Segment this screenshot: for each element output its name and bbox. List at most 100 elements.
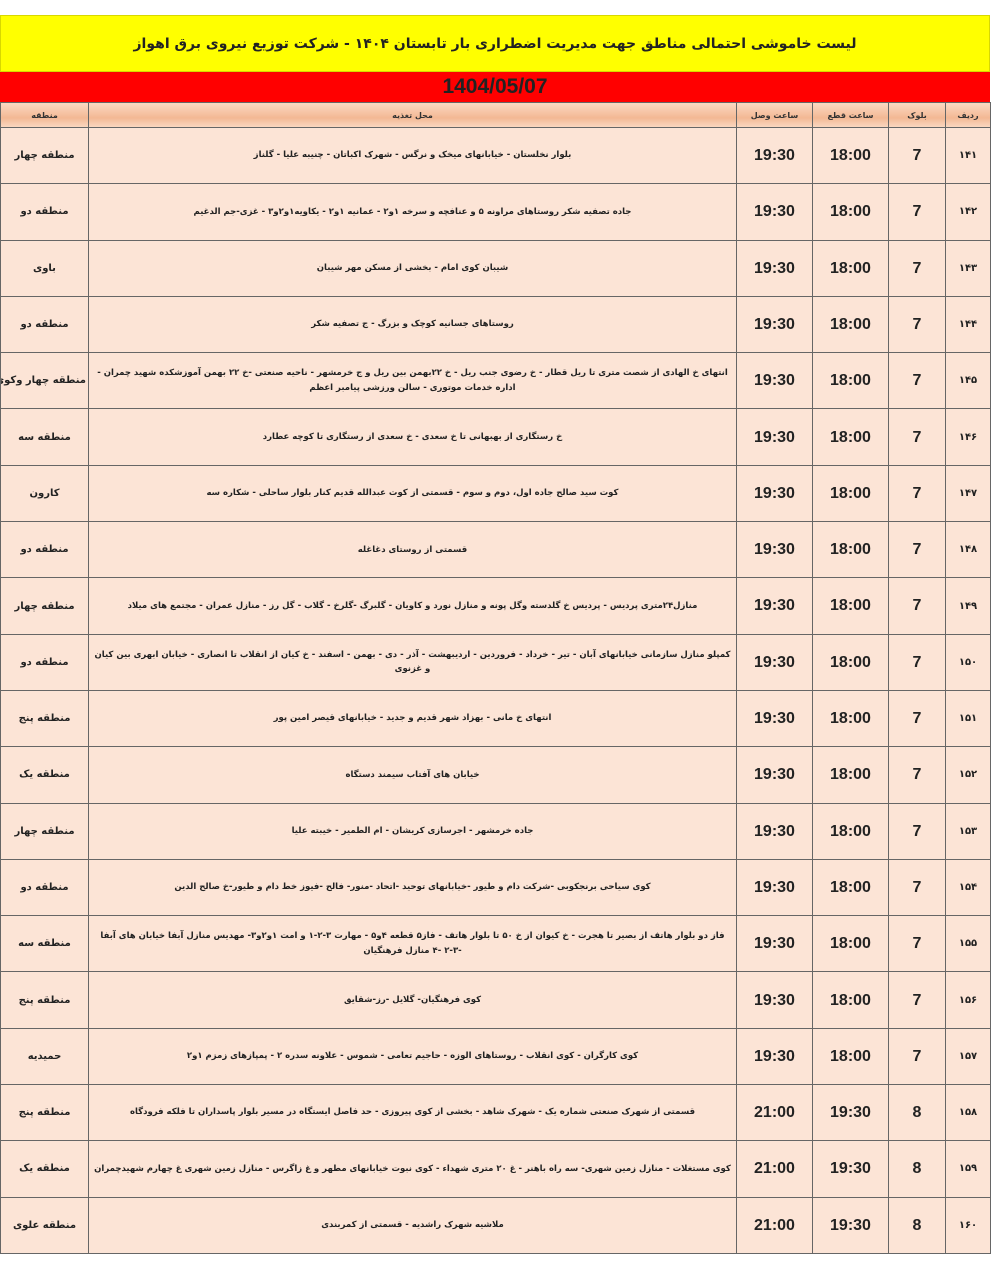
table-row: ۱۵۱ 7 18:00 19:30 انتهای خ مانی - بهزاد شهر … <box>0 689 991 748</box>
address-cell: کوی مستغلات - منازل زمین شهری- سه راه با… <box>88 1140 737 1198</box>
region-cell: باوی <box>0 239 89 297</box>
row-number-cell: ۱۵۳ <box>945 802 991 860</box>
table-row: ۱۵۸ 8 19:30 21:00 قسمتی از شهرک صنعتی شماره … <box>0 1084 991 1142</box>
block-cell: 7 <box>888 802 946 860</box>
address-cell: جاده تصفیه شکر روستاهای مراونه ۵ و عنافچ… <box>88 183 737 241</box>
region-cell: منطقه سه <box>0 408 89 466</box>
block-cell: 7 <box>888 858 946 917</box>
block-cell: 7 <box>888 295 946 354</box>
address-cell: شیبان کوی امام - بخشی از مسکن مهر شیبان <box>88 239 737 297</box>
block-cell: 7 <box>888 633 946 691</box>
connect-time-cell: 19:30 <box>736 521 813 579</box>
connect-time-cell: 21:00 <box>736 1140 813 1198</box>
connect-time-cell: 19:30 <box>736 633 813 691</box>
table-row: ۱۵۹ 8 19:30 21:00 کوی مستغلات - منازل زمین ش… <box>0 1140 991 1198</box>
connect-time-cell: 19:30 <box>736 239 813 297</box>
row-number-cell: ۱۵۵ <box>945 915 991 973</box>
table-row: ۱۵۵ 7 18:00 19:30 فاز دو بلوار هاتف از بصیر … <box>0 915 991 973</box>
cut-time-cell: 18:00 <box>812 633 889 691</box>
header-block: بلوک <box>888 102 946 128</box>
cut-time-cell: 18:00 <box>812 239 889 297</box>
block-cell: 7 <box>888 689 946 748</box>
cut-time-cell: 18:00 <box>812 802 889 860</box>
row-number-cell: ۱۴۸ <box>945 521 991 579</box>
connect-time-cell: 19:30 <box>736 858 813 917</box>
address-cell: قسمتی از شهرک صنعتی شماره یک - شهرک شاهد… <box>88 1084 737 1142</box>
connect-time-cell: 19:30 <box>736 464 813 523</box>
cut-time-cell: 18:00 <box>812 689 889 748</box>
row-number-cell: ۱۵۱ <box>945 689 991 748</box>
connect-time-cell: 19:30 <box>736 915 813 973</box>
connect-time-cell: 19:30 <box>736 295 813 354</box>
region-cell: منطقه چهار <box>0 577 89 635</box>
row-number-cell: ۱۵۸ <box>945 1084 991 1142</box>
address-cell: انتهای خ الهادی از شصت متری تا ریل قطار … <box>88 352 737 410</box>
cut-time-cell: 18:00 <box>812 915 889 973</box>
connect-time-cell: 19:30 <box>736 352 813 410</box>
row-number-cell: ۱۴۶ <box>945 408 991 466</box>
header-cut-time: ساعت قطع <box>812 102 889 128</box>
region-cell: منطقه پنج <box>0 971 89 1029</box>
date-banner: 1404/05/07 <box>0 72 990 102</box>
block-cell: 7 <box>888 126 946 185</box>
row-number-cell: ۱۴۴ <box>945 295 991 354</box>
row-number-cell: ۱۵۲ <box>945 746 991 804</box>
connect-time-cell: 19:30 <box>736 183 813 241</box>
address-cell: فاز دو بلوار هاتف از بصیر تا هجرت - خ کی… <box>88 915 737 973</box>
region-cell: منطقه یک <box>0 746 89 804</box>
address-cell: ملاشیه شهرک راشدیه - قسمتی از کمربندی <box>88 1196 737 1254</box>
table-row: ۱۵۳ 7 18:00 19:30 جاده خرمشهر - اجرسازی کریش… <box>0 802 991 860</box>
table-row: ۱۴۲ 7 18:00 19:30 جاده تصفیه شکر روستاهای مر… <box>0 183 991 241</box>
header-address: محل تغذیه <box>88 102 737 128</box>
address-cell: روستاهای جسانیه کوچک و بزرگ - ج تصفیه شک… <box>88 295 737 354</box>
block-cell: 7 <box>888 352 946 410</box>
region-cell: حمیدیه <box>0 1027 89 1086</box>
connect-time-cell: 19:30 <box>736 408 813 466</box>
region-cell: کارون <box>0 464 89 523</box>
block-cell: 8 <box>888 1196 946 1254</box>
cut-time-cell: 19:30 <box>812 1140 889 1198</box>
cut-time-cell: 18:00 <box>812 577 889 635</box>
table-row: ۱۴۶ 7 18:00 19:30 خ رستگاری از بهبهانی تا خ … <box>0 408 991 466</box>
table-row: ۱۵۲ 7 18:00 19:30 خیابان های آفتاب سیمند دست… <box>0 746 991 804</box>
cut-time-cell: 18:00 <box>812 126 889 185</box>
table-row: ۱۵۴ 7 18:00 19:30 کوی سیاحی برنجکوبی -شرکت د… <box>0 858 991 917</box>
row-number-cell: ۱۴۲ <box>945 183 991 241</box>
address-cell: کوت سید صالح جاده اول، دوم و سوم - قسمتی… <box>88 464 737 523</box>
table-row: ۱۴۷ 7 18:00 19:30 کوت سید صالح جاده اول، دوم… <box>0 464 991 523</box>
row-number-cell: ۱۶۰ <box>945 1196 991 1254</box>
connect-time-cell: 19:30 <box>736 577 813 635</box>
address-cell: انتهای خ مانی - بهزاد شهر قدیم و جدید - … <box>88 689 737 748</box>
region-cell: منطقه دو <box>0 183 89 241</box>
row-number-cell: ۱۵۴ <box>945 858 991 917</box>
block-cell: 7 <box>888 521 946 579</box>
address-cell: خیابان های آفتاب سیمند دستگاه <box>88 746 737 804</box>
table-row: ۱۴۵ 7 18:00 19:30 انتهای خ الهادی از شصت متر… <box>0 352 991 410</box>
cut-time-cell: 18:00 <box>812 183 889 241</box>
block-cell: 7 <box>888 1027 946 1086</box>
region-cell: منطقه یک <box>0 1140 89 1198</box>
block-cell: 7 <box>888 239 946 297</box>
connect-time-cell: 19:30 <box>736 689 813 748</box>
block-cell: 7 <box>888 183 946 241</box>
table-row: ۱۶۰ 8 19:30 21:00 ملاشیه شهرک راشدیه - قسمتی… <box>0 1196 991 1254</box>
block-cell: 7 <box>888 915 946 973</box>
connect-time-cell: 19:30 <box>736 971 813 1029</box>
address-cell: کوی فرهنگیان- گلایل -رز-شقایق <box>88 971 737 1029</box>
region-cell: منطقه دو <box>0 521 89 579</box>
block-cell: 7 <box>888 746 946 804</box>
row-number-cell: ۱۴۹ <box>945 577 991 635</box>
block-cell: 7 <box>888 577 946 635</box>
region-cell: منطقه دو <box>0 633 89 691</box>
cut-time-cell: 18:00 <box>812 464 889 523</box>
connect-time-cell: 19:30 <box>736 746 813 804</box>
address-cell: خ رستگاری از بهبهانی تا خ سعدی - خ سعدی … <box>88 408 737 466</box>
block-cell: 8 <box>888 1084 946 1142</box>
table-row: ۱۴۳ 7 18:00 19:30 شیبان کوی امام - بخشی از م… <box>0 239 991 297</box>
address-cell: کوی کارگران - کوی انقلاب - روستاهای الوز… <box>88 1027 737 1086</box>
row-number-cell: ۱۴۵ <box>945 352 991 410</box>
cut-time-cell: 19:30 <box>812 1084 889 1142</box>
row-number-cell: ۱۵۶ <box>945 971 991 1029</box>
table-row: ۱۴۹ 7 18:00 19:30 منازل۲۴متری پردیس - پردیس … <box>0 577 991 635</box>
page-title: لیست خاموشی احتمالی مناطق جهت مدیریت اضط… <box>0 15 990 72</box>
